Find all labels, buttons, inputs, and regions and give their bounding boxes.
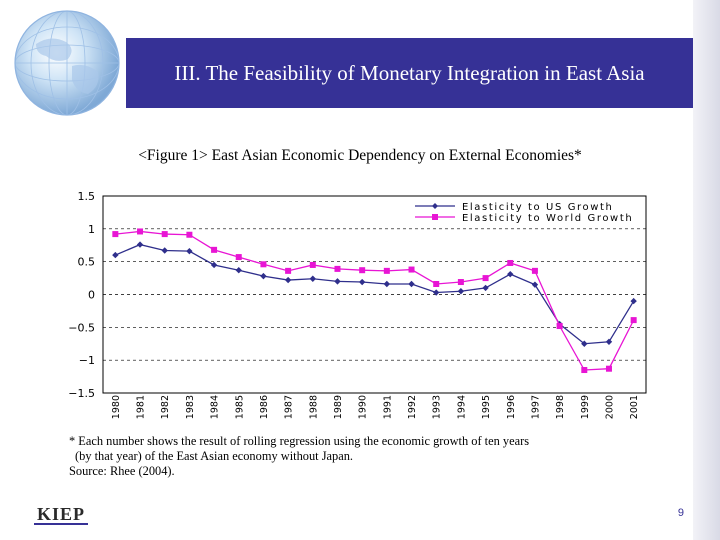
world-data-point [408,266,415,273]
us-data-point [433,289,440,296]
us-data-point [112,251,119,259]
x-tick-label: 2001 [629,395,640,419]
world-data-point [137,228,144,235]
us-data-point [235,267,242,274]
legend-marker-icon [432,203,438,209]
world-data-point [605,365,612,372]
world-data-point [211,246,218,253]
us-data-point [161,247,168,254]
world-data-point [433,280,440,287]
title-bar: III. The Feasibility of Monetary Integra… [126,38,693,108]
us-data-point [605,338,613,345]
chart: 1.5 1 0.5 0 −0.5 −1 −1.5 1980 1981 1982 1983 1984 19… [60,186,664,424]
y-tick-label: 1.5 [78,190,96,203]
world-data-point [630,317,637,324]
world-data-point [309,261,316,268]
us-data-point [383,280,391,288]
x-tick-label: 1982 [160,395,171,419]
x-tick-label: 2000 [604,395,615,419]
y-tick-label: 0 [88,289,95,302]
us-data-point [531,281,539,288]
y-tick-label: 0.5 [78,256,96,269]
x-tick-label: 1986 [259,395,270,419]
x-tick-label: 1994 [456,395,467,419]
x-tick-label: 1998 [555,395,566,419]
x-tick-label: 1993 [432,395,443,419]
world-data-point [112,231,119,238]
x-tick-label: 1996 [506,395,517,419]
source-line: Source: Rhee (2004). [69,464,175,478]
x-tick-label: 1989 [333,395,344,419]
x-tick-label: 1985 [234,395,245,419]
series-line [115,230,635,371]
logo-text: KIEP [37,504,85,524]
world-data-point [507,259,514,266]
x-tick-label: 1992 [407,395,418,419]
us-data-point [457,288,465,295]
page-number: 9 [677,507,684,519]
y-tick-label: −1.5 [68,387,95,400]
us-data-point [482,284,489,292]
world-data-point [531,267,538,274]
us-data-point [284,276,292,284]
world-data-point [285,267,292,274]
us-data-point [309,275,316,282]
x-tick-label: 1997 [530,395,541,419]
world-data-point [186,231,193,238]
world-data-point [457,279,464,286]
kiep-logo: KIEP [30,500,92,528]
x-tick-label: 1990 [358,395,369,419]
legend-label: Elasticity to US Growth [462,202,614,213]
world-data-point [383,267,390,274]
x-tick-label: 1988 [308,395,319,419]
world-data-point [260,261,267,268]
x-tick-label: 1983 [185,395,196,419]
footnote-line-2: (by that year) of the East Asian economy… [75,449,354,463]
us-data-point [260,272,267,280]
x-tick-label: 1987 [284,395,295,419]
chart-svg: 1.5 1 0.5 0 −0.5 −1 −1.5 1980 1981 1982 1983 1984 19… [68,190,647,419]
x-tick-label: 1980 [111,395,122,419]
world-data-point [556,323,563,330]
footnote: * Each number shows the result of rollin… [69,434,529,479]
world-data-point [482,275,489,282]
world-data-point [359,267,366,274]
footnote-line-1: * Each number shows the result of rollin… [69,434,530,448]
us-data-point [210,261,218,269]
x-tick-label: 1995 [481,395,492,419]
y-tick-label: −0.5 [68,321,95,334]
world-data-point [581,367,588,374]
x-tick-label: 1984 [210,395,221,419]
figure-caption: <Figure 1> East Asian Economic Dependenc… [138,147,582,164]
us-data-point [358,278,366,286]
slide-title: III. The Feasibility of Monetary Integra… [174,60,645,85]
world-data-point [235,254,242,261]
us-data-point [334,278,341,285]
right-edge-band [693,0,720,540]
us-data-point [507,270,514,278]
us-data-point [581,340,588,347]
us-data-point [408,280,415,288]
legend-box [412,199,645,225]
world-data-point [334,265,341,272]
legend-label: Elasticity to World Growth [462,213,633,224]
legend-marker-icon [432,214,438,220]
x-tick-label: 1999 [580,395,591,419]
globe-logo-icon [14,10,120,116]
y-tick-label: −1 [79,354,95,367]
us-data-point [136,241,144,248]
y-tick-label: 1 [88,223,95,236]
series-line [115,243,635,345]
us-data-point [630,297,637,305]
x-tick-label: 1991 [382,395,393,419]
world-data-point [161,231,168,238]
us-data-point [186,247,193,255]
x-tick-label: 1981 [136,395,147,419]
